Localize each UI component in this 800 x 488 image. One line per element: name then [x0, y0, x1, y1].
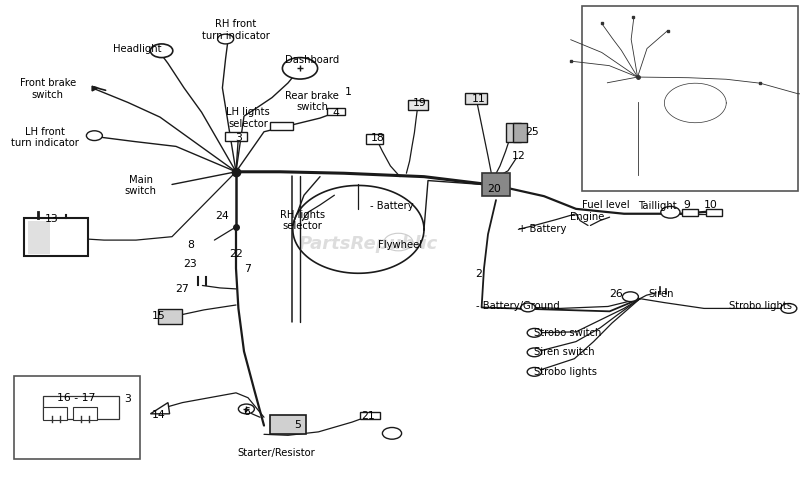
Text: 1: 1: [345, 87, 351, 97]
Circle shape: [521, 303, 535, 312]
Text: LH lights
selector: LH lights selector: [226, 107, 270, 129]
Text: 11: 11: [471, 94, 486, 103]
Circle shape: [282, 58, 318, 79]
Bar: [270, 415, 306, 434]
Text: - Battery: - Battery: [370, 201, 414, 211]
Text: 23: 23: [183, 260, 198, 269]
Bar: [366, 134, 383, 144]
Text: 15: 15: [151, 311, 166, 321]
Text: Siren switch: Siren switch: [534, 347, 595, 357]
Text: 27: 27: [175, 284, 190, 294]
Text: Starter/Resistor: Starter/Resistor: [237, 448, 315, 458]
Text: 5: 5: [294, 420, 301, 429]
Text: Rear brake
switch: Rear brake switch: [285, 91, 339, 112]
Text: 20: 20: [487, 184, 502, 194]
Text: Front brake
switch: Front brake switch: [20, 78, 76, 100]
Text: - Battery/Ground: - Battery/Ground: [476, 302, 560, 311]
Bar: [482, 173, 510, 196]
Text: 8: 8: [187, 240, 194, 250]
Text: Strobo switch: Strobo switch: [534, 328, 602, 338]
Text: 13: 13: [45, 214, 59, 224]
Text: 14: 14: [151, 410, 166, 420]
Text: 25: 25: [525, 127, 539, 137]
Text: Strobo lights: Strobo lights: [534, 367, 598, 377]
Bar: [43, 407, 67, 420]
Text: Engine: Engine: [570, 212, 604, 222]
Bar: [513, 123, 527, 142]
Bar: [14, 376, 140, 459]
Bar: [270, 122, 293, 130]
Text: LH front
turn indicator: LH front turn indicator: [10, 127, 78, 148]
Bar: [225, 132, 247, 141]
Polygon shape: [150, 403, 170, 414]
Text: 3: 3: [125, 394, 131, 404]
Text: + Battery: + Battery: [518, 224, 566, 234]
Bar: [682, 209, 698, 216]
Text: 26: 26: [609, 289, 623, 299]
Text: 21: 21: [361, 411, 375, 421]
Circle shape: [382, 427, 402, 439]
Text: RH front
turn indicator: RH front turn indicator: [202, 20, 270, 41]
Bar: [506, 123, 521, 142]
Text: Dashboard: Dashboard: [285, 55, 339, 64]
Bar: [28, 221, 50, 254]
Circle shape: [781, 304, 797, 313]
Bar: [465, 93, 487, 104]
Bar: [327, 107, 345, 115]
Text: 3: 3: [235, 133, 242, 142]
Circle shape: [527, 348, 542, 357]
Text: Main
switch: Main switch: [125, 175, 157, 196]
Bar: [24, 218, 88, 256]
Circle shape: [527, 367, 542, 376]
Circle shape: [150, 44, 173, 58]
Text: 18: 18: [370, 133, 385, 142]
Text: Taillight: Taillight: [638, 201, 677, 211]
Text: 16 - 17: 16 - 17: [57, 393, 95, 403]
Text: 10: 10: [703, 200, 718, 210]
Circle shape: [218, 34, 234, 44]
Circle shape: [238, 404, 254, 414]
Text: Fuel level: Fuel level: [582, 200, 630, 210]
Text: Strobo lights: Strobo lights: [729, 302, 792, 311]
Text: RH lights
selector: RH lights selector: [280, 210, 325, 231]
Circle shape: [622, 292, 638, 302]
Text: 19: 19: [413, 99, 427, 108]
Text: 7: 7: [245, 264, 251, 274]
Text: 4: 4: [333, 108, 339, 118]
Text: 22: 22: [229, 249, 243, 259]
Bar: [582, 6, 798, 191]
Circle shape: [86, 131, 102, 141]
Text: Siren: Siren: [648, 289, 674, 299]
Text: 2: 2: [475, 269, 482, 279]
Circle shape: [661, 206, 680, 218]
Circle shape: [527, 328, 542, 337]
Text: PartsRepublic: PartsRepublic: [298, 235, 438, 253]
Bar: [158, 309, 182, 324]
Text: 12: 12: [511, 151, 526, 161]
Text: Headlight: Headlight: [114, 44, 162, 54]
Text: 6: 6: [243, 407, 250, 417]
Bar: [73, 407, 97, 420]
Bar: [360, 412, 380, 420]
Text: Flywheel: Flywheel: [378, 240, 422, 250]
Bar: [706, 209, 722, 216]
Text: 9: 9: [683, 200, 690, 210]
Bar: [43, 396, 119, 419]
Text: 24: 24: [215, 211, 230, 221]
Bar: [408, 100, 428, 110]
